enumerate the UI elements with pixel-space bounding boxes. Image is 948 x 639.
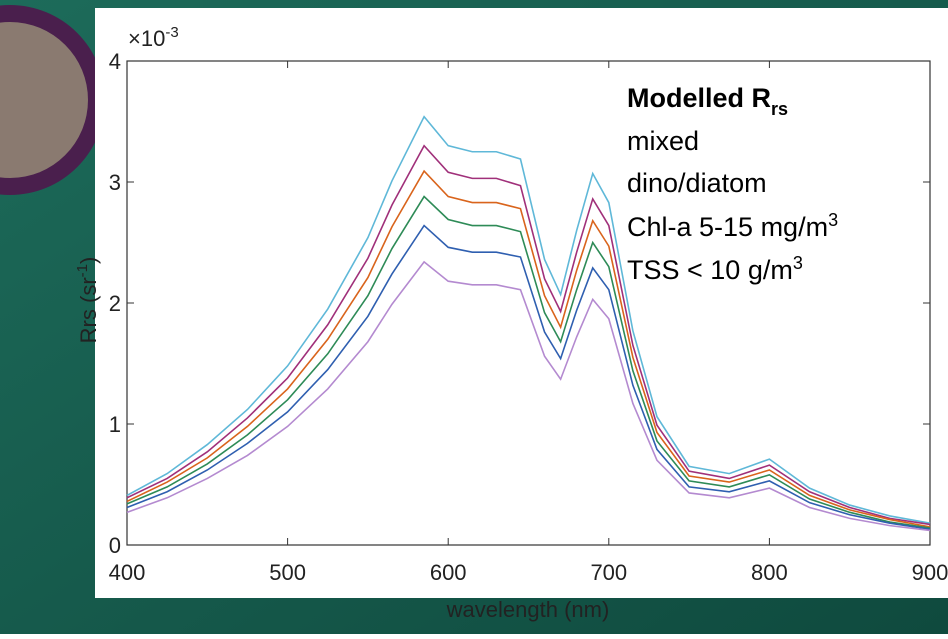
x-tick-label: 800	[751, 560, 788, 585]
chart-panel	[95, 8, 948, 598]
y-multiplier: ×10-3	[128, 24, 179, 51]
y-axis-label: Rrs (sr-1)	[74, 257, 101, 344]
y-tick-label: 1	[109, 412, 121, 437]
plot-area	[126, 115, 931, 532]
annotation-title: Modelled Rrs	[627, 83, 788, 119]
logo-image	[0, 22, 88, 178]
annotation-line: TSS < 10 g/m3	[627, 253, 803, 285]
spectrum-line	[126, 195, 931, 529]
spectrum-line	[126, 260, 931, 532]
x-tick-label: 400	[109, 560, 146, 585]
spectrum-line	[126, 144, 931, 526]
x-tick-label: 700	[590, 560, 627, 585]
annotation-line: mixed	[627, 126, 699, 156]
x-tick-label: 900	[912, 560, 948, 585]
spectrum-line	[126, 169, 931, 528]
spectrum-line	[126, 224, 931, 531]
annotation-line: dino/diatom	[627, 168, 767, 198]
x-tick-label: 600	[430, 560, 467, 585]
x-axis-label: wavelength (nm)	[446, 597, 610, 622]
y-tick-label: 0	[109, 533, 121, 558]
y-tick-label: 4	[109, 49, 121, 74]
y-tick-label: 2	[109, 291, 121, 316]
annotation: Modelled Rrs mixed dino/diatom Chl-a 5-1…	[627, 83, 838, 285]
spectrum-line	[126, 115, 931, 525]
y-tick-label: 3	[109, 170, 121, 195]
annotation-line: Chl-a 5-15 mg/m3	[627, 210, 838, 242]
x-tick-label: 500	[269, 560, 306, 585]
